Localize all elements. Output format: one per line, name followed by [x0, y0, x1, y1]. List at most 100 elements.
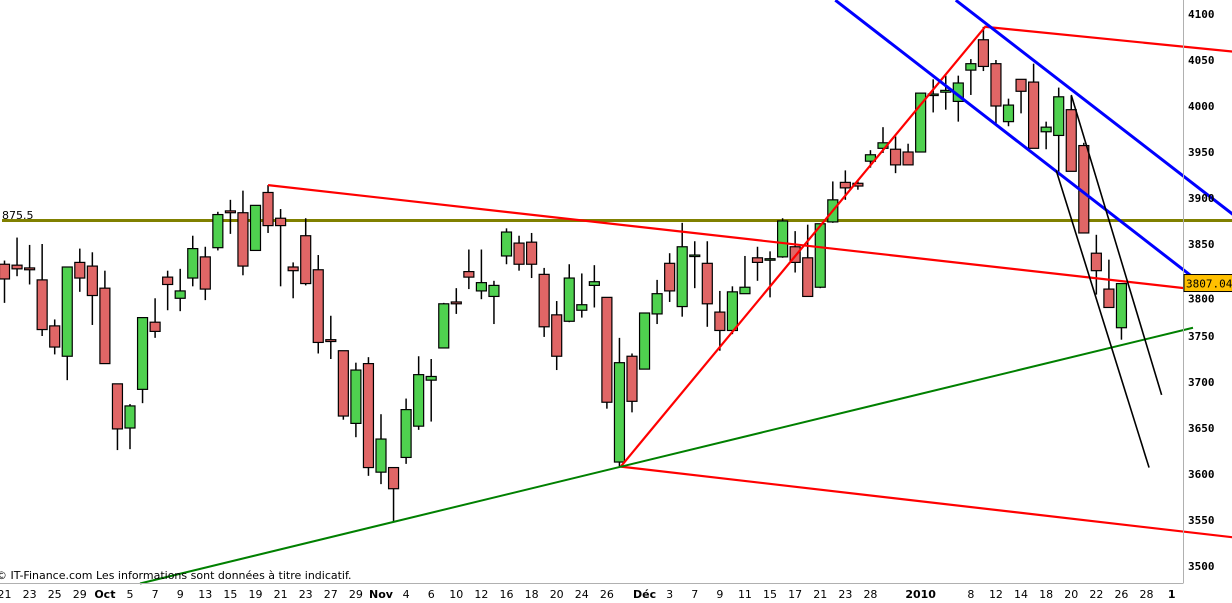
- candle-body-up: [1002, 104, 1015, 123]
- candle-body-up: [814, 223, 826, 288]
- candle: [187, 235, 199, 287]
- candle-body-up: [350, 369, 362, 425]
- candle-body-up: [739, 286, 751, 295]
- candle-body-down: [1090, 252, 1102, 272]
- candle: [387, 466, 400, 522]
- candle: [475, 249, 487, 300]
- candle: [1027, 63, 1040, 149]
- candle-body-up: [1053, 96, 1065, 137]
- horizontal-line-label: 875.5: [2, 209, 34, 222]
- candle: [563, 264, 575, 323]
- candle: [49, 319, 61, 355]
- x-tick-label: 10: [449, 588, 463, 601]
- candle-body-down: [1065, 109, 1077, 172]
- x-tick-label: 28: [1140, 588, 1154, 601]
- trendline: [834, 0, 1192, 277]
- candle-body-up: [965, 63, 977, 71]
- candle-body-up: [400, 409, 412, 459]
- trendline: [267, 184, 1201, 292]
- x-tick-label: 24: [575, 588, 589, 601]
- candle: [1002, 98, 1015, 127]
- candle-body-up: [475, 282, 487, 292]
- candle-body-down: [387, 466, 400, 490]
- x-tick-label: 23: [23, 588, 37, 601]
- x-tick-label: 12: [474, 588, 488, 601]
- y-tick-label: 3500: [1188, 560, 1215, 573]
- x-tick-label: 8: [967, 588, 974, 601]
- candle: [1053, 87, 1065, 173]
- x-tick-label: 9: [177, 588, 184, 601]
- candle: [375, 414, 387, 485]
- candle: [350, 362, 362, 438]
- candle: [11, 237, 23, 277]
- candle: [889, 136, 902, 174]
- x-tick-label: 3: [666, 588, 673, 601]
- candle: [149, 298, 161, 338]
- candle-body-down: [11, 264, 23, 270]
- x-tick-label: 5: [127, 588, 134, 601]
- x-tick-label: 25: [48, 588, 62, 601]
- candle: [413, 356, 425, 430]
- x-tick-label: Déc: [633, 588, 656, 601]
- candle-body-down: [275, 217, 287, 227]
- x-tick-label: 23: [299, 588, 313, 601]
- candle: [764, 251, 776, 298]
- candle: [651, 279, 663, 325]
- candle-body-down: [237, 212, 249, 267]
- candle: [99, 270, 111, 365]
- candle-body-up: [187, 248, 199, 279]
- candle-body-up: [488, 284, 500, 298]
- x-tick-label: 22: [1089, 588, 1103, 601]
- candle-body-down: [601, 296, 613, 403]
- x-tick-label: 26: [1114, 588, 1128, 601]
- candle: [287, 262, 299, 299]
- x-tick-label: 19: [249, 588, 263, 601]
- candle-body-up: [576, 304, 588, 311]
- trendline: [954, 0, 1232, 216]
- candle-body-down: [287, 266, 299, 272]
- x-tick-label: 17: [788, 588, 802, 601]
- candle: [513, 235, 525, 271]
- y-tick-label: 3600: [1188, 468, 1215, 481]
- candle-body-down: [902, 151, 914, 166]
- y-tick-label: 3850: [1188, 238, 1215, 251]
- candle-body-down: [300, 235, 312, 285]
- candle-body-up: [425, 375, 437, 381]
- candle-body-up: [676, 246, 688, 308]
- candle-body-down: [538, 273, 550, 328]
- trendline: [139, 326, 1194, 585]
- candle-body-down: [162, 276, 174, 286]
- trendline: [1055, 170, 1150, 468]
- candle: [174, 268, 186, 312]
- candle-body-down: [626, 355, 638, 402]
- candle-body-down: [199, 256, 211, 290]
- candle-body-up: [764, 258, 776, 261]
- candle: [940, 75, 952, 110]
- y-tick-label: 4050: [1188, 54, 1215, 67]
- candle: [902, 143, 914, 166]
- candle: [1090, 234, 1102, 295]
- candle-body-up: [563, 277, 575, 322]
- candle-body-down: [362, 363, 375, 469]
- candle: [212, 211, 224, 251]
- x-tick-label: Nov: [369, 588, 394, 601]
- candle: [802, 224, 814, 298]
- y-tick-label: 3900: [1188, 192, 1215, 205]
- candle-body-up: [726, 291, 739, 332]
- x-tick-label: Oct: [94, 588, 115, 601]
- candle-body-up: [375, 438, 387, 473]
- x-tick-label: 15: [763, 588, 777, 601]
- y-tick-label: 4000: [1188, 100, 1215, 113]
- candle: [463, 249, 475, 290]
- last-price-label: 3807.04: [1186, 278, 1232, 291]
- x-tick-label: 18: [525, 588, 539, 601]
- candle-body-up: [1040, 126, 1052, 133]
- candle-body-down: [36, 279, 48, 331]
- candle: [450, 288, 462, 314]
- x-tick-label: 28: [863, 588, 877, 601]
- x-tick-label: 16: [500, 588, 514, 601]
- candle: [362, 357, 375, 476]
- candle: [915, 92, 927, 153]
- candle: [751, 246, 764, 281]
